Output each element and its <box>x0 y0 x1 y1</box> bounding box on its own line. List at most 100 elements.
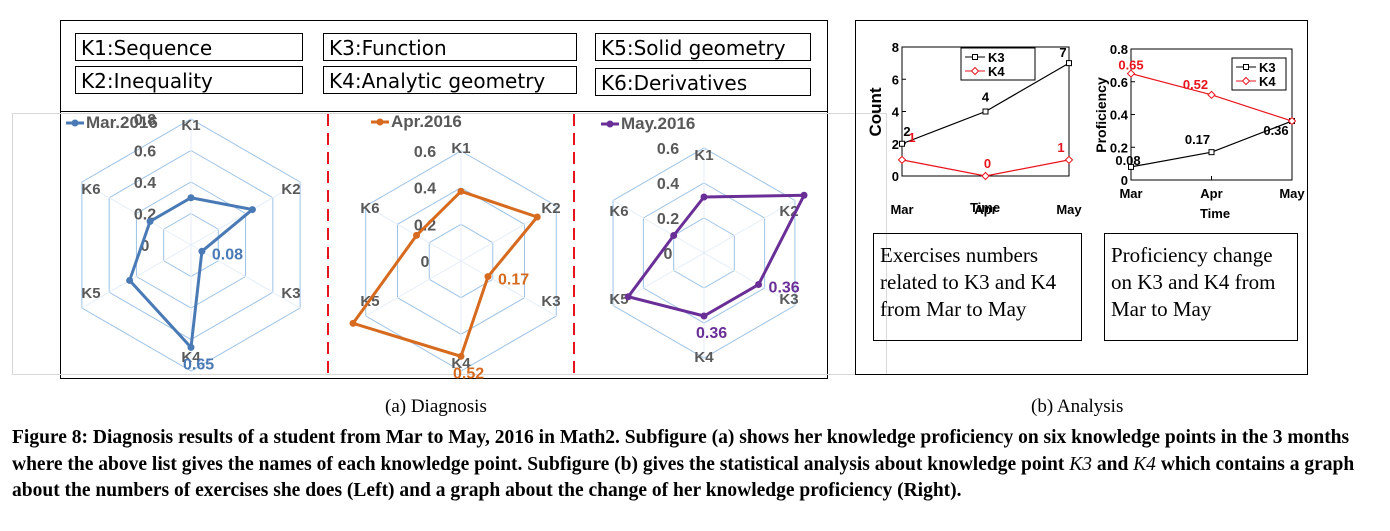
data-value-label: 0.65 <box>1118 58 1143 73</box>
legend-marker <box>972 54 978 60</box>
radar-spoke <box>365 205 462 262</box>
radar-value-annotation: 0.65 <box>183 356 214 373</box>
radar-value-annotation: 0.36 <box>769 280 800 297</box>
y-tick-label: 4 <box>892 105 900 120</box>
radar-axis-label: K4 <box>181 349 201 366</box>
radar-ring-label: 0.6 <box>134 144 156 161</box>
radar-legend-marker <box>376 118 384 126</box>
radar-ring-label: 0.2 <box>657 211 679 228</box>
radar-data-point <box>349 319 357 327</box>
radar-ring-label: 0.6 <box>414 144 436 161</box>
caption-label: Figure 8: <box>12 427 89 448</box>
diagnosis-frame <box>60 20 828 379</box>
y-tick-label: 0 <box>892 169 899 184</box>
legend-label: K4 <box>1259 74 1276 89</box>
radar-ring-label: 0.4 <box>134 175 156 192</box>
radar-ring-label: 0.6 <box>657 141 679 158</box>
radar-data-point <box>670 232 678 239</box>
legend-marker <box>970 66 980 76</box>
caption-k3: K3 <box>1069 453 1092 475</box>
x-tick-label: Apr <box>1200 186 1222 201</box>
radar-data-point <box>624 293 632 301</box>
y-tick-label: 8 <box>892 40 899 55</box>
data-point-diamond <box>1064 155 1074 165</box>
x-axis-label: Time <box>970 200 1000 215</box>
radar-mar-2016: 00.20.40.60.8 K1K2K3K4K5K60.080.65Mar.201… <box>66 112 301 373</box>
subcaption-a: (a) Diagnosis <box>385 396 487 417</box>
radar-series-line <box>625 193 807 318</box>
data-value-label: 2 <box>903 124 910 139</box>
radar-data-point <box>126 276 134 284</box>
radar-data-point <box>198 247 206 255</box>
radar-charts: 0 0.2 0.4 0.6 0.8 K1 K2 K3 K4 K5 K6 0.08 0.65 Mar.201… <box>66 112 808 380</box>
data-value-label: 0 <box>984 156 991 171</box>
knowledge-k4: K4:Analytic geometry <box>323 66 577 94</box>
radar-data-point <box>755 281 763 288</box>
radar-data-point <box>457 187 465 195</box>
data-point-diamond <box>897 155 907 165</box>
radar-spoke <box>612 200 705 254</box>
data-value-label: 7 <box>1059 45 1066 60</box>
y-tick-label: 0.4 <box>1110 108 1129 123</box>
radar-axis-label: K1 <box>694 147 713 164</box>
y-tick-label: 0.2 <box>1110 140 1128 155</box>
legend-marker <box>1241 76 1251 86</box>
y-tick-label: 0 <box>1121 173 1128 188</box>
radar-data-point <box>146 217 154 225</box>
radar-ring-label: 0 <box>421 254 430 271</box>
radar-axis-label: K2 <box>281 181 300 198</box>
x-tick-label: May <box>1279 186 1305 201</box>
knowledge-k2: K2:Inequality <box>75 66 303 94</box>
data-point-diamond <box>1287 116 1297 126</box>
radar-axis-label: K1 <box>181 117 200 134</box>
radar-axis-label: K2 <box>541 200 560 217</box>
data-value-label: 4 <box>982 90 990 105</box>
radar-ring-label: 0.4 <box>657 176 679 193</box>
radar-data-point <box>484 273 492 281</box>
data-point-diamond <box>1207 90 1216 100</box>
radar-value-annotation: 0.08 <box>212 246 243 263</box>
radar-data-point <box>413 231 421 239</box>
radar-data-point <box>800 191 808 199</box>
data-point-square <box>1208 149 1215 156</box>
radar-axis-label: K5 <box>609 291 628 308</box>
x-tick-label: Mar <box>1119 186 1142 201</box>
data-value-label: 1 <box>908 130 915 145</box>
x-tick-label: Mar <box>890 202 913 217</box>
radar-axis-label: K6 <box>81 181 100 198</box>
data-point-square <box>1066 60 1072 67</box>
radar-axis-label: K3 <box>779 291 798 308</box>
data-value-label: 0.52 <box>1183 77 1208 92</box>
legend-box <box>960 47 1036 81</box>
y-axis-label: Count <box>866 87 885 136</box>
caption-text-3: which contains a graph about the numbers… <box>12 453 1355 502</box>
legend-box <box>1231 57 1287 91</box>
data-value-label: 0.17 <box>1185 132 1210 147</box>
legend-marker <box>1243 64 1249 70</box>
y-tick-label: 6 <box>892 72 899 87</box>
radar-data-point <box>457 352 465 360</box>
proficiency-line-chart: 0 0.2 0.4 0.6 0.8 Mar Apr May Time Proficiency 0.0… <box>1093 42 1305 221</box>
radar-axis-label: K5 <box>81 285 100 302</box>
note-proficiency-change: Proficiency change on K3 and K4 from Mar… <box>1104 233 1298 341</box>
y-tick-label: 0.8 <box>1110 42 1128 57</box>
caption-text-2: and <box>1091 453 1134 475</box>
data-point-square <box>899 140 905 147</box>
radar-data-point <box>187 343 195 351</box>
caption-k4: K4 <box>1133 453 1156 475</box>
figure-caption: Figure 8: Diagnosis results of a student… <box>12 425 1382 505</box>
radar-legend-marker <box>71 119 79 127</box>
radar-data-point <box>533 213 541 221</box>
radar-legend-label: Apr.2016 <box>391 112 462 131</box>
ghost-frame <box>12 113 887 375</box>
knowledge-k1: K1:Sequence <box>75 33 303 61</box>
radar-axis-label: K6 <box>609 203 628 220</box>
y-tick-label: 2 <box>892 137 899 152</box>
data-value-label: 0.36 <box>1263 123 1288 138</box>
x-tick-label: Apr <box>974 202 996 217</box>
caption-text-1: Diagnosis results of a student from Mar … <box>12 427 1350 475</box>
y-tick-label: 0.6 <box>1110 75 1128 90</box>
